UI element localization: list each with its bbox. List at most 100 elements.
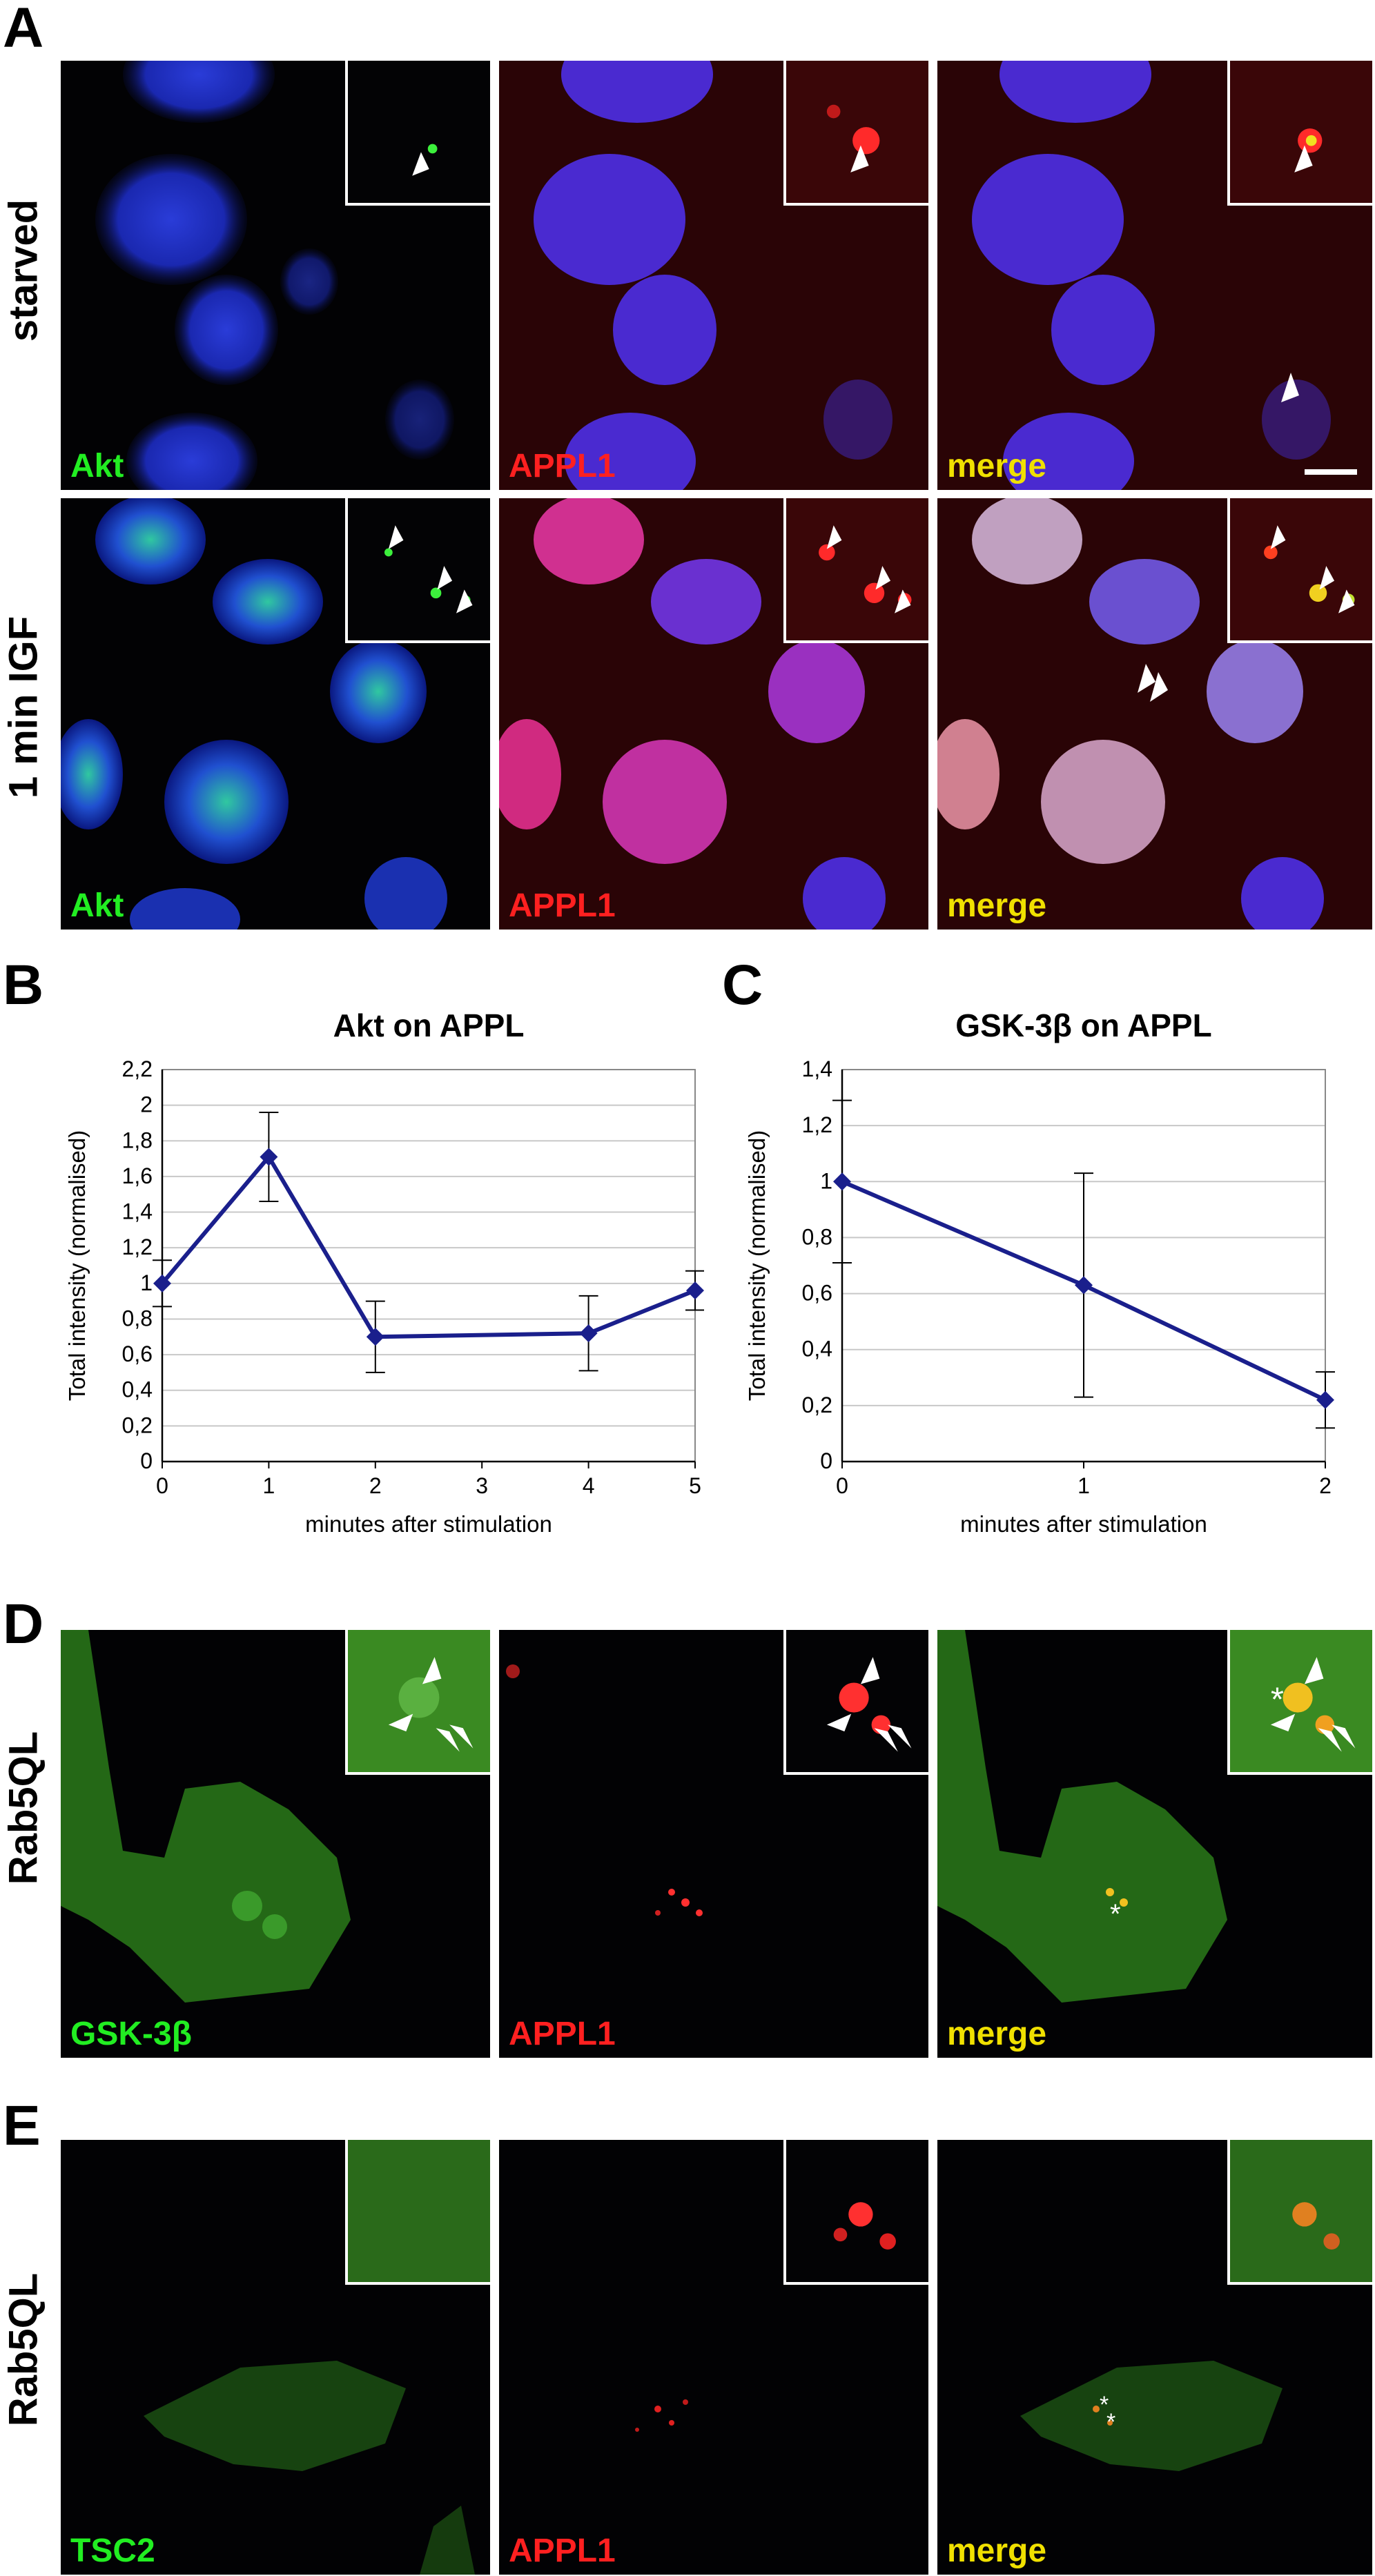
arrowhead-icon bbox=[437, 566, 453, 590]
y-tick-label: 1,2 bbox=[122, 1235, 153, 1259]
chart-title: GSK-3β on APPL bbox=[955, 1007, 1211, 1043]
arrowhead-icon bbox=[388, 525, 404, 549]
y-axis-label: Total intensity (normalised) bbox=[64, 1130, 90, 1402]
x-tick-label: 5 bbox=[689, 1473, 701, 1498]
y-tick-label: 0,8 bbox=[122, 1306, 153, 1330]
row-label-rab5ql-e: Rab5QL bbox=[1, 2272, 46, 2427]
stain-label-appl1: APPL1 bbox=[509, 2533, 616, 2569]
y-axis-label: Total intensity (normalised) bbox=[744, 1130, 770, 1402]
arrowhead-icon bbox=[1138, 664, 1155, 693]
x-tick-label: 1 bbox=[263, 1473, 275, 1498]
arrowhead-icon bbox=[1318, 1728, 1342, 1752]
data-point bbox=[366, 1328, 384, 1346]
inset-rab5ql-merge-e bbox=[1227, 2140, 1372, 2285]
y-tick-label: 0 bbox=[820, 1448, 832, 1473]
x-axis-label: minutes after stimulation bbox=[305, 1511, 552, 1537]
micrograph-starved-merge: merge bbox=[937, 61, 1372, 490]
micrograph-igf-appl1: APPL1 bbox=[499, 498, 928, 930]
arrowhead-icon bbox=[436, 1728, 460, 1752]
y-tick-label: 0,4 bbox=[122, 1377, 153, 1402]
micrograph-rab5ql-gsk3b: GSK-3β bbox=[61, 1630, 490, 2058]
micrograph-rab5ql-appl1-d: APPL1 bbox=[499, 1630, 928, 2058]
inset-rab5ql-gsk3b bbox=[345, 1630, 490, 1775]
x-tick-label: 2 bbox=[369, 1473, 382, 1498]
y-tick-label: 1,4 bbox=[802, 1056, 832, 1081]
arrowhead-icon bbox=[1304, 1657, 1324, 1684]
arrowhead-icon bbox=[1319, 566, 1335, 590]
arrowhead-icon bbox=[1270, 1713, 1296, 1732]
micrograph-rab5ql-merge-e: * * merge bbox=[937, 2140, 1372, 2575]
chart-gsk3b-on-appl: GSK-3β on APPL 0 0,2 0,4 0,6 0,8 1 1,2 1,4 0 1 2 min… bbox=[744, 1007, 1335, 1537]
data-point bbox=[260, 1148, 278, 1166]
inset-starved-merge bbox=[1227, 61, 1372, 206]
inset-rab5ql-appl1-d bbox=[783, 1630, 928, 1775]
arrowhead-icon bbox=[874, 1728, 898, 1752]
panel-label-d: D bbox=[3, 1593, 44, 1655]
arrowhead-icon bbox=[1150, 672, 1168, 702]
asterisk-icon: * bbox=[1100, 2392, 1109, 2418]
data-point bbox=[1075, 1276, 1093, 1295]
micrograph-rab5ql-merge-d: * * merge bbox=[937, 1630, 1372, 2058]
inset-starved-appl1 bbox=[783, 61, 928, 206]
chart-title: Akt on APPL bbox=[333, 1007, 525, 1043]
y-tick-label: 0,2 bbox=[802, 1393, 832, 1417]
y-tick-label: 2,2 bbox=[122, 1056, 153, 1081]
stain-label-appl1: APPL1 bbox=[509, 887, 616, 924]
row-label-rab5ql-d: Rab5QL bbox=[1, 1731, 46, 1885]
inset-igf-akt bbox=[345, 498, 490, 643]
micrograph-rab5ql-tsc2: TSC2 bbox=[61, 2140, 490, 2575]
x-tick-label: 0 bbox=[156, 1473, 168, 1498]
data-point bbox=[686, 1281, 704, 1300]
stain-label-akt: Akt bbox=[70, 887, 124, 924]
inset-rab5ql-merge-d: * bbox=[1227, 1630, 1372, 1775]
stain-label-merge: merge bbox=[947, 887, 1047, 924]
stain-label-tsc2: TSC2 bbox=[70, 2533, 155, 2569]
asterisk-icon: * bbox=[1271, 1682, 1284, 1719]
micrograph-rab5ql-appl1-e: APPL1 bbox=[499, 2140, 928, 2575]
arrowhead-icon bbox=[1281, 373, 1299, 402]
y-tick-label: 0,4 bbox=[802, 1337, 832, 1361]
data-point bbox=[579, 1324, 598, 1343]
arrowhead-icon bbox=[1270, 525, 1286, 549]
inset-igf-appl1 bbox=[783, 498, 928, 643]
arrowhead-icon bbox=[449, 1724, 474, 1749]
arrowhead-icon bbox=[860, 1657, 880, 1684]
inset-igf-merge bbox=[1227, 498, 1372, 643]
row-label-igf: 1 min IGF bbox=[1, 616, 46, 799]
y-tick-label: 2 bbox=[140, 1092, 153, 1117]
arrowhead-icon bbox=[456, 589, 473, 613]
y-tick-label: 1,4 bbox=[122, 1199, 153, 1224]
y-tick-label: 0,6 bbox=[802, 1281, 832, 1306]
stain-label-appl1: APPL1 bbox=[509, 448, 616, 484]
data-point bbox=[153, 1274, 171, 1292]
inset-rab5ql-tsc2 bbox=[345, 2140, 490, 2285]
arrowhead-icon bbox=[826, 1713, 852, 1732]
asterisk-icon: * bbox=[1110, 1899, 1121, 1929]
panel-label-c: C bbox=[722, 954, 763, 1016]
data-point bbox=[833, 1172, 851, 1191]
arrowhead-icon bbox=[894, 589, 911, 613]
y-tick-label: 0,8 bbox=[802, 1224, 832, 1249]
arrowhead-icon bbox=[388, 1713, 413, 1732]
x-axis-label: minutes after stimulation bbox=[960, 1511, 1207, 1537]
arrowhead-icon bbox=[888, 1724, 912, 1749]
row-label-starved: starved bbox=[1, 199, 46, 342]
stain-label-akt: Akt bbox=[70, 448, 124, 484]
x-tick-label: 3 bbox=[476, 1473, 488, 1498]
panel-label-b: B bbox=[3, 954, 44, 1016]
arrowhead-icon bbox=[1294, 145, 1313, 173]
y-tick-label: 1 bbox=[820, 1168, 832, 1193]
arrowhead-icon bbox=[875, 566, 891, 590]
y-tick-label: 1,2 bbox=[802, 1112, 832, 1137]
scale-bar bbox=[1305, 469, 1357, 475]
y-tick-label: 1 bbox=[140, 1270, 153, 1295]
series-line bbox=[160, 1153, 696, 1339]
x-tick-label: 0 bbox=[836, 1473, 848, 1498]
arrowhead-icon bbox=[1338, 589, 1355, 613]
chart-akt-on-appl: Akt on APPL 0 0,2 0,4 0,6 0,8 1 1,2 1,4 1,6 1,8 2 2,… bbox=[64, 1007, 704, 1537]
y-tick-label: 1,8 bbox=[122, 1128, 153, 1152]
arrowhead-icon bbox=[412, 152, 429, 176]
arrowhead-icon bbox=[1332, 1724, 1356, 1749]
y-tick-label: 0 bbox=[140, 1448, 153, 1473]
x-tick-label: 1 bbox=[1077, 1473, 1090, 1498]
